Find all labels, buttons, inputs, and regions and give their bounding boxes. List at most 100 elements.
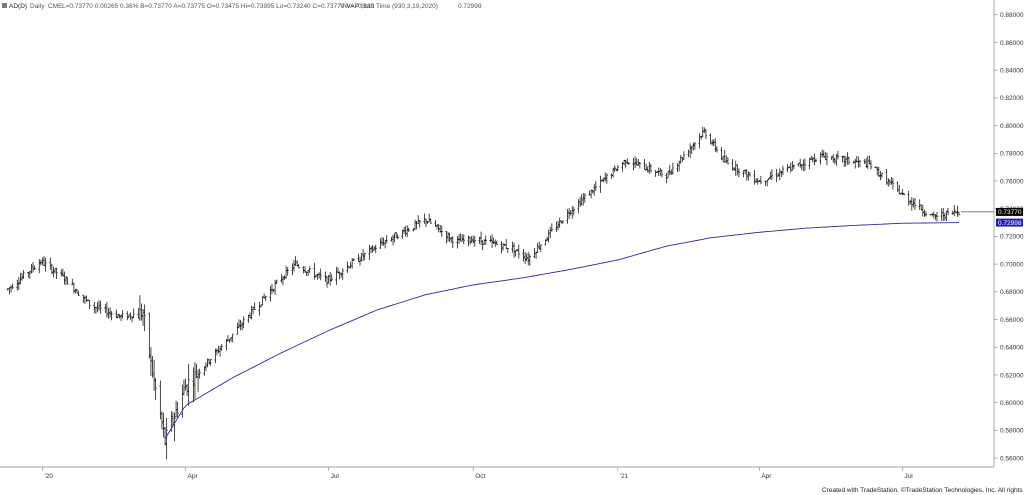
- ohlc-bar: [361, 249, 365, 261]
- ohlc-bar: [622, 159, 626, 166]
- ohlc-bar: [616, 164, 620, 172]
- ohlc-bar: [313, 262, 316, 280]
- ohlc-bar: [951, 210, 954, 215]
- ohlc-bar: [418, 220, 421, 228]
- ohlc-bar: [600, 179, 604, 182]
- x-tick-label: '21: [620, 473, 629, 480]
- ohlc-bar: [533, 248, 536, 259]
- ohlc-bar: [214, 348, 217, 364]
- ohlc-bar: [317, 272, 321, 279]
- ohlc-bar: [776, 172, 780, 177]
- ohlc-bar: [582, 192, 585, 206]
- ohlc-bar: [692, 142, 695, 151]
- ohlc-bar: [206, 358, 209, 368]
- ohlc-bar: [9, 285, 13, 293]
- ohlc-bar: [405, 225, 409, 238]
- ohlc-bar: [781, 165, 785, 176]
- ohlc-bar: [143, 304, 146, 332]
- last-price-label: 0.73770: [998, 209, 1022, 216]
- ohlc-bar: [613, 165, 616, 173]
- ohlc-bar: [460, 234, 464, 242]
- ohlc-bar: [379, 238, 382, 249]
- ohlc-bar: [896, 181, 899, 193]
- ohlc-bar: [791, 160, 794, 171]
- last-price-tag: 0.73770: [996, 207, 1023, 216]
- vwap-price-tag: 0.72998: [996, 218, 1023, 227]
- ohlc-bar: [104, 303, 107, 314]
- ohlc-bar: [747, 171, 750, 181]
- ohlc-bar: [787, 165, 791, 168]
- ohlc-bar: [578, 196, 582, 208]
- ohlc-bar: [753, 170, 756, 185]
- ohlc-bar: [924, 211, 928, 217]
- ohlc-bar: [732, 167, 736, 171]
- ohlc-bar: [670, 169, 673, 175]
- ohlc-bar: [921, 204, 925, 217]
- ohlc-bar: [957, 211, 961, 216]
- ohlc-bar: [698, 133, 701, 149]
- ohlc-bar: [506, 248, 509, 253]
- x-tick-label: '20: [44, 473, 53, 480]
- ohlc-bar: [61, 268, 65, 277]
- ohlc-bar: [280, 274, 283, 283]
- ohlc-bar: [116, 313, 120, 319]
- ohlc-bar: [27, 271, 30, 278]
- ohlc-bar: [874, 166, 877, 169]
- ohlc-bar: [808, 157, 811, 170]
- ohlc-bar: [478, 236, 481, 244]
- ohlc-bar: [786, 163, 789, 173]
- ohlc-bar: [53, 268, 57, 274]
- ohlc-bar: [85, 295, 88, 303]
- ohlc-bar: [638, 162, 642, 169]
- ohlc-bar: [599, 175, 602, 193]
- ohlc-bar: [218, 345, 222, 357]
- ohlc-bar: [536, 242, 539, 253]
- ohlc-bar: [151, 355, 154, 378]
- ohlc-bar: [935, 211, 939, 222]
- ohlc-bar: [483, 239, 486, 246]
- ohlc-bar: [99, 300, 102, 314]
- ohlc-bars: [6, 126, 961, 460]
- ohlc-bar: [401, 229, 404, 239]
- y-tick-label: 0.56000: [1000, 455, 1024, 462]
- ohlc-bar: [339, 272, 343, 278]
- ohlc-bar: [602, 177, 605, 183]
- ohlc-bar: [368, 244, 371, 260]
- ohlc-bar: [648, 161, 651, 175]
- ohlc-bar: [803, 158, 807, 171]
- ohlc-bar: [734, 160, 737, 176]
- ohlc-bar: [610, 173, 613, 179]
- ohlc-bar: [176, 401, 179, 419]
- ohlc-bar: [284, 265, 288, 279]
- ohlc-bar: [723, 149, 726, 163]
- ohlc-bar: [118, 314, 121, 319]
- ohlc-bar: [490, 234, 494, 248]
- y-tick-label: 0.64000: [1000, 345, 1024, 352]
- ohlc-bar: [495, 240, 498, 246]
- ohlc-bar: [481, 240, 484, 251]
- ohlc-bar: [198, 368, 201, 379]
- ohlc-bar: [633, 156, 637, 168]
- ohlc-bar: [382, 237, 385, 246]
- ohlc-bar: [934, 214, 937, 220]
- ohlc-bar: [402, 227, 406, 234]
- ohlc-bar: [869, 160, 873, 170]
- ohlc-bar: [66, 277, 69, 285]
- ohlc-bar: [866, 155, 870, 169]
- ohlc-bar: [956, 205, 959, 217]
- ohlc-bar: [270, 283, 274, 295]
- ohlc-bar: [545, 236, 549, 242]
- ohlc-bar: [942, 208, 945, 221]
- ohlc-bar: [571, 206, 574, 219]
- ohlc-bar: [22, 270, 25, 279]
- ohlc-bar: [165, 417, 168, 460]
- x-tick-label: Jul: [331, 473, 340, 480]
- ohlc-bar: [844, 156, 847, 167]
- ohlc-bar: [940, 208, 943, 221]
- ohlc-bar: [679, 154, 682, 164]
- ohlc-bar: [655, 170, 659, 173]
- ohlc-bar: [544, 239, 547, 246]
- ohlc-bar: [108, 307, 112, 318]
- ohlc-bar: [49, 257, 52, 270]
